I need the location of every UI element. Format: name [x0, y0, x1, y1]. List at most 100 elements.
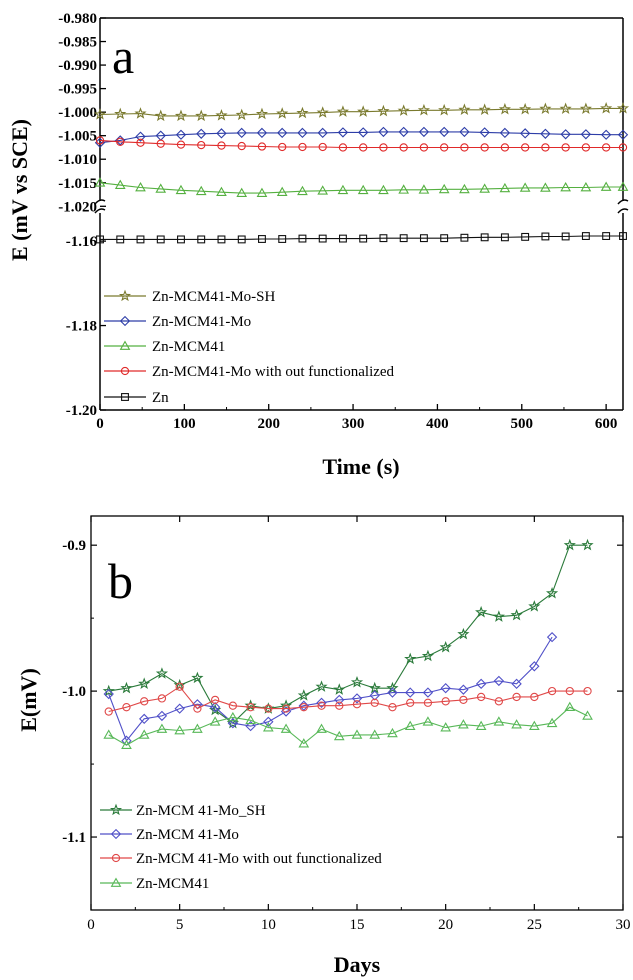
- panel-b-data-point: [512, 692, 521, 702]
- panel-b-y-axis-title: E(mV): [16, 668, 41, 732]
- panel-b-data-point: [299, 703, 308, 712]
- panel-b-data-point: [370, 698, 379, 707]
- panel-a-data-point: [579, 102, 592, 115]
- panel-b-data-point: [457, 627, 470, 640]
- panel-a-data-point: [521, 232, 530, 241]
- panel-b-data-point: [386, 681, 399, 694]
- panel-a-legend-label: Zn-MCM41: [152, 339, 225, 355]
- panel-b-data-point: [528, 600, 541, 612]
- panel-a-data-point: [258, 235, 266, 243]
- panel-b-data-point: [475, 720, 487, 730]
- panel-a-data-point: [216, 128, 227, 139]
- panel-a-data-point: [256, 127, 268, 139]
- panel-a-data-point: [460, 143, 469, 152]
- panel-a-data-point: [519, 128, 531, 139]
- panel-b-data-point: [476, 692, 486, 702]
- panel-b-data-point: [104, 707, 113, 716]
- panel-b-data-point: [156, 723, 168, 733]
- panel-a-data-point: [377, 104, 390, 117]
- panel-a-data-point: [297, 185, 308, 196]
- panel-b-data-point: [316, 697, 327, 708]
- panel-a-y-axis-title: E (mV vs SCE): [7, 119, 32, 261]
- panel-b-data-point: [406, 698, 415, 707]
- panel-a-y-tick-label: -1.015: [58, 176, 97, 192]
- panel-b-x-tick-label: 10: [261, 917, 276, 933]
- panel-b-data-point: [421, 649, 435, 662]
- panel-a-data-point: [317, 185, 329, 195]
- panel-a-data-point: [136, 138, 145, 147]
- panel-b-data-point: [369, 729, 381, 739]
- panel-a-y-tick-label: -1.005: [58, 129, 97, 145]
- panel-a-data-point: [519, 182, 531, 192]
- panel-b-y-tick-label: -0.9: [62, 538, 86, 554]
- panel-a-data-point: [297, 127, 308, 139]
- panel-a-data-point: [460, 233, 469, 242]
- panel-b-data-point: [387, 727, 398, 738]
- panel-a-data-point: [195, 109, 208, 122]
- panel-b-data-point: [316, 723, 327, 733]
- panel-b-data-point: [155, 667, 169, 679]
- panel-a-data-point: [95, 136, 105, 145]
- panel-b-data-point: [565, 686, 574, 696]
- panel-a-data-point: [580, 129, 592, 140]
- panel-b-data-point: [334, 694, 345, 706]
- panel-a-series-line: [100, 235, 623, 240]
- panel-a-data-point: [378, 126, 389, 138]
- panel-a-data-point: [440, 234, 449, 243]
- axis-break-mark: [94, 199, 106, 205]
- panel-b-data-point: [583, 686, 592, 696]
- panel-a-legend-marker: [121, 393, 129, 401]
- panel-b-data-point: [139, 713, 150, 725]
- panel-b-legend-marker: [109, 803, 123, 816]
- panel-b-legend-marker: [111, 853, 121, 863]
- panel-a-series-line: [99, 107, 623, 117]
- panel-a-data-point: [561, 143, 570, 152]
- panel-a-data-point: [600, 101, 613, 114]
- panel-a-data-point: [278, 235, 287, 243]
- panel-b-data-point: [245, 720, 256, 732]
- panel-a-data-point: [296, 106, 309, 119]
- panel-b-data-point: [564, 701, 576, 712]
- axis-break-mark: [617, 208, 629, 214]
- panel-a-data-point: [114, 107, 127, 120]
- panel-a-y-tick-label: -1.020: [58, 199, 97, 215]
- panel-a-data-point: [116, 235, 125, 244]
- panel-b-data-point: [262, 722, 274, 732]
- panel-a-data-point: [379, 234, 388, 243]
- panel-a-data-point: [459, 126, 470, 138]
- panel-b-data-point: [441, 697, 450, 706]
- panel-a-data-point: [580, 181, 592, 192]
- panel-a-data-point: [336, 105, 350, 117]
- panel-a-data-point: [399, 234, 408, 243]
- panel-a-data-point: [276, 186, 288, 197]
- panel-b-data-point: [297, 689, 310, 701]
- panel-b-data-point: [459, 695, 468, 705]
- panel-b-y-tick-label: -1.1: [62, 830, 86, 846]
- panel-a-data-point: [417, 103, 431, 116]
- panel-b-data-point: [563, 538, 576, 551]
- panel-b-data-point: [351, 729, 363, 739]
- panel-a-data-point: [237, 235, 246, 244]
- panel-a-data-point: [540, 128, 551, 139]
- panel-a-data-point: [581, 143, 591, 152]
- panel-b-legend-marker: [110, 877, 122, 887]
- axis-break-mark: [617, 199, 629, 205]
- panel-a-x-tick-label: 100: [173, 416, 196, 432]
- axis-break-mark: [94, 208, 106, 214]
- panel-a-data-point: [418, 126, 430, 138]
- panel-a-data-point: [541, 232, 550, 241]
- panel-b-data-point: [333, 730, 345, 741]
- panel-b-data-point: [546, 631, 558, 643]
- panel-a-data-point: [298, 142, 307, 152]
- panel-a-data-point: [600, 181, 612, 191]
- panel-a-x-tick-label: 400: [426, 416, 449, 432]
- panel-b-data-point: [281, 704, 291, 713]
- panel-b-data-point: [335, 701, 344, 710]
- panel-a-x-tick-label: 300: [342, 416, 365, 432]
- panel-a-data-point: [438, 183, 450, 194]
- panel-a-data-point: [155, 183, 167, 193]
- panel-a-data-point: [540, 182, 551, 192]
- panel-b-data-point: [528, 720, 540, 730]
- panel-b-data-point: [103, 688, 114, 700]
